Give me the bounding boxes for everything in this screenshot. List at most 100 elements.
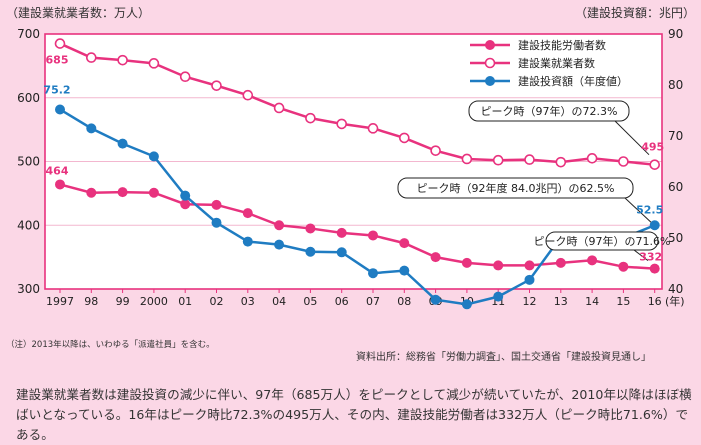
source-credit: 資料出所：総務省「労働力調査」、国土交通省「建設投資見通し」 bbox=[356, 352, 651, 363]
callout-box bbox=[468, 100, 630, 122]
legend-label: 建設業就業者数 bbox=[518, 56, 595, 70]
data-point bbox=[148, 151, 159, 162]
callout-text: ピーク時（92年度 84.0兆円）の62.5% bbox=[417, 181, 615, 195]
data-label: 52.5 bbox=[636, 203, 663, 216]
data-point bbox=[461, 299, 472, 310]
data-point bbox=[274, 239, 285, 250]
data-label: 75.2 bbox=[43, 83, 70, 96]
data-point bbox=[273, 102, 285, 114]
data-point bbox=[649, 159, 661, 170]
data-point bbox=[430, 145, 441, 156]
data-point bbox=[649, 220, 660, 231]
data-point bbox=[305, 112, 316, 124]
x-tick-label: 16 bbox=[648, 295, 662, 308]
data-point bbox=[211, 80, 222, 91]
data-point bbox=[55, 179, 65, 190]
legend-marker bbox=[485, 40, 495, 50]
data-point bbox=[587, 255, 598, 266]
legend-label: 建設投資額（年度値） bbox=[518, 74, 628, 88]
series-line-0 bbox=[59, 183, 655, 270]
x-tick-label: 15 bbox=[616, 295, 630, 308]
data-point bbox=[555, 156, 567, 168]
y-right-tick-label: 90 bbox=[668, 27, 683, 41]
right-axis-unit: （建設投資額：兆円） bbox=[575, 6, 696, 20]
y-right-tick-label: 80 bbox=[668, 78, 683, 92]
plot-frame bbox=[44, 33, 663, 290]
x-tick-label: 02 bbox=[210, 295, 224, 308]
y-left-tick-label: 700 bbox=[17, 27, 40, 41]
data-point bbox=[242, 89, 254, 101]
data-label: 685 bbox=[46, 54, 69, 67]
data-label: 495 bbox=[641, 141, 664, 154]
x-axis-unit: (年) bbox=[665, 294, 685, 308]
data-point bbox=[524, 274, 535, 285]
x-tick-label: 08 bbox=[397, 295, 411, 308]
x-tick-label: 2000 bbox=[140, 295, 168, 308]
x-tick-label: 01 bbox=[178, 295, 192, 308]
x-tick-label: 05 bbox=[303, 295, 317, 308]
data-point bbox=[524, 260, 535, 271]
data-point bbox=[180, 199, 191, 210]
callout-leader bbox=[624, 197, 652, 223]
x-tick-label: 98 bbox=[84, 295, 98, 308]
data-point bbox=[336, 118, 348, 130]
callout-text: ピーク時（97年）の72.3% bbox=[481, 104, 618, 118]
data-point bbox=[55, 104, 65, 115]
callout-leader bbox=[633, 249, 649, 261]
data-point bbox=[430, 252, 441, 263]
data-point bbox=[117, 187, 128, 198]
y-left-tick-label: 600 bbox=[17, 91, 40, 105]
x-tick-label: 04 bbox=[272, 295, 286, 308]
data-point bbox=[54, 38, 66, 49]
data-point bbox=[398, 132, 410, 144]
data-point bbox=[493, 291, 504, 302]
data-point bbox=[492, 154, 504, 166]
data-point bbox=[242, 208, 253, 219]
data-point bbox=[179, 71, 191, 83]
x-tick-label: 1997 bbox=[46, 295, 74, 308]
data-point bbox=[461, 153, 473, 165]
data-point bbox=[117, 138, 128, 149]
data-point bbox=[305, 246, 316, 257]
y-right-tick-label: 50 bbox=[668, 231, 683, 245]
data-point bbox=[461, 257, 472, 268]
data-point bbox=[180, 190, 191, 201]
y-right-tick-label: 40 bbox=[668, 282, 683, 296]
data-point bbox=[618, 261, 629, 272]
data-point bbox=[86, 52, 97, 63]
data-point bbox=[649, 263, 660, 274]
callout-text: ピーク時（97年）の71.6% bbox=[534, 234, 671, 248]
data-point bbox=[242, 236, 253, 247]
data-point bbox=[148, 58, 160, 69]
y-right-tick-label: 70 bbox=[668, 129, 683, 143]
data-point bbox=[274, 220, 285, 231]
y-left-tick-label: 300 bbox=[17, 282, 40, 296]
data-point bbox=[555, 257, 566, 268]
data-point bbox=[305, 223, 316, 234]
y-left-tick-label: 500 bbox=[17, 155, 40, 169]
chart: 300 400 500 600 700 40 50 60 70 80 90 1997 98 99 200… bbox=[17, 27, 685, 310]
legend-label: 建設技能労働者数 bbox=[518, 38, 606, 52]
data-point bbox=[86, 123, 97, 134]
data-point bbox=[211, 199, 222, 210]
data-point bbox=[211, 217, 222, 228]
left-axis-unit: （建設業就業者数：万人） bbox=[6, 6, 151, 20]
legend-marker bbox=[485, 76, 495, 86]
x-tick-label: 07 bbox=[366, 295, 380, 308]
x-tick-label: 06 bbox=[335, 295, 349, 308]
data-point bbox=[524, 154, 535, 165]
data-point bbox=[86, 187, 97, 198]
data-point bbox=[336, 247, 347, 258]
y-left-tick-label: 400 bbox=[17, 218, 40, 232]
data-point bbox=[399, 238, 410, 249]
data-point bbox=[367, 123, 379, 134]
x-tick-label: 12 bbox=[523, 295, 537, 308]
summary-text: 建設業就業者数は建設投資の減少に伴い、97年（685万人）をピークとして減少が続… bbox=[16, 387, 692, 442]
x-tick-label: 13 bbox=[554, 295, 568, 308]
data-point bbox=[336, 227, 347, 238]
callout-leader bbox=[614, 120, 650, 156]
legend-marker bbox=[484, 57, 496, 69]
x-tick-label: 99 bbox=[116, 295, 130, 308]
data-point bbox=[493, 260, 504, 271]
footnote: （注）2013年以降は、いわゆる「派遣社員」を含む。 bbox=[6, 340, 215, 350]
